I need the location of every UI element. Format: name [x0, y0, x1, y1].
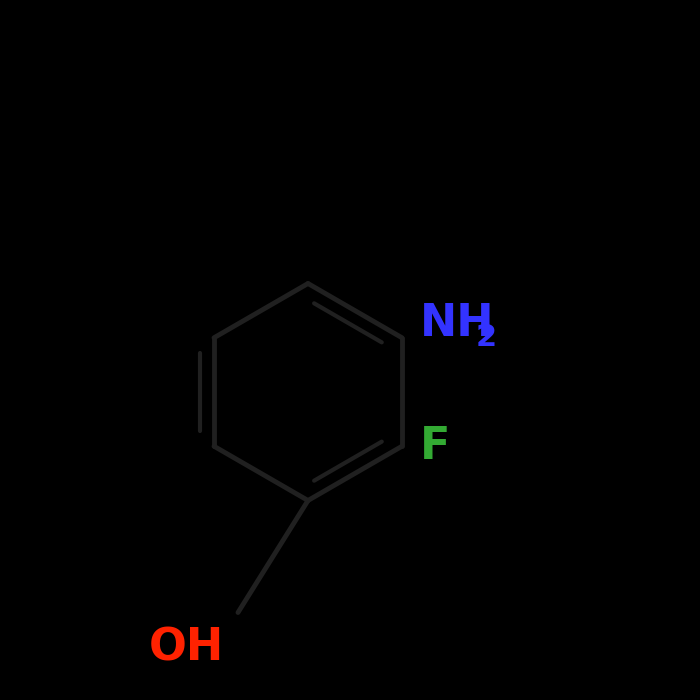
Text: 2: 2 — [475, 323, 496, 352]
Text: F: F — [419, 425, 450, 468]
Text: NH: NH — [419, 302, 494, 345]
Text: OH: OH — [148, 626, 224, 669]
